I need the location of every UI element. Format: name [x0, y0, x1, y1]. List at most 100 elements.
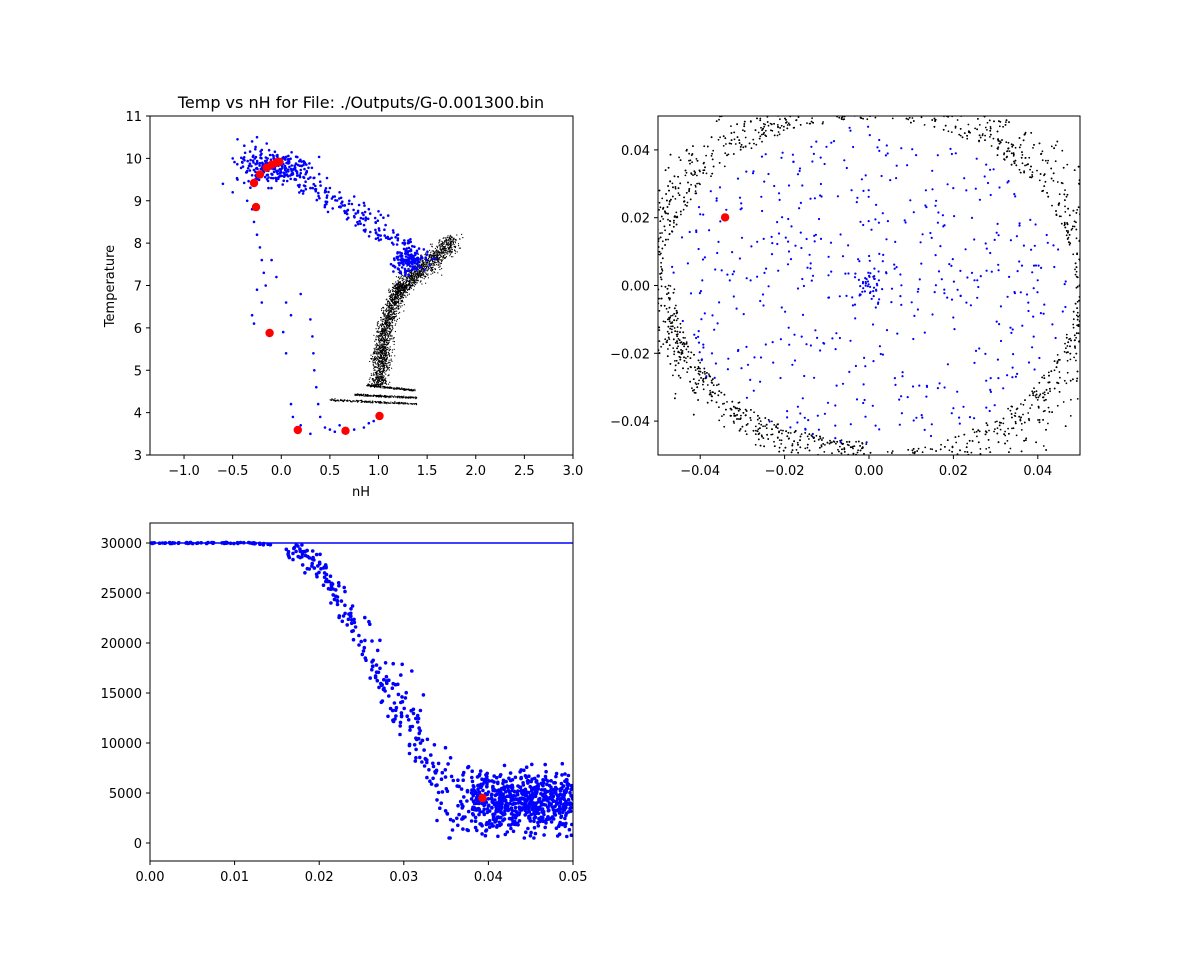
star-particle-point: [327, 190, 330, 194]
gas-particle-point: [388, 350, 390, 352]
gas-particle-point: [381, 395, 383, 397]
star-particle-point: [413, 245, 416, 248]
gas-particle-point: [390, 324, 392, 327]
gas-particle-point: [416, 277, 418, 279]
gas-particle-point: [377, 338, 379, 341]
gas-particle-point: [398, 292, 400, 294]
gas-particle-point: [389, 309, 391, 311]
outer-particle-point: [940, 443, 942, 446]
gas-particle-point: [403, 389, 405, 391]
gas-particle-point: [369, 377, 371, 379]
gas-particle-point: [399, 289, 401, 291]
outer-particle-point: [759, 420, 762, 422]
gas-particle-point: [421, 261, 423, 263]
gas-particle-point: [381, 333, 383, 335]
gas-particle-point: [411, 403, 414, 405]
gas-particle-point: [402, 292, 404, 294]
star-particle-point: [409, 265, 412, 268]
gas-particle-point: [427, 269, 429, 271]
gas-particle-point: [388, 359, 390, 361]
gas-particle-point: [381, 320, 383, 322]
star-particle-point: [377, 227, 381, 230]
star-particle-point: [354, 224, 357, 227]
outer-particle-point: [680, 213, 682, 216]
gas-particle-point: [378, 326, 380, 328]
gas-particle-point: [390, 387, 392, 389]
gas-particle-point: [413, 289, 415, 291]
gas-particle-point: [410, 287, 413, 289]
gas-particle-point: [454, 252, 456, 254]
outer-particle-point: [1072, 253, 1075, 256]
gas-particle-point: [388, 301, 390, 303]
gas-particle-point: [392, 396, 394, 398]
gas-particle-point: [425, 263, 427, 265]
gas-particle-point: [394, 284, 397, 286]
star-particle-point: [284, 167, 288, 170]
gas-particle-point: [421, 270, 423, 272]
gas-particle-point: [430, 256, 432, 258]
gas-particle-point: [395, 290, 398, 292]
gas-particle-point: [450, 243, 452, 245]
gas-particle-point: [389, 322, 391, 324]
gas-particle-point: [380, 354, 382, 356]
gas-particle-point: [401, 396, 403, 398]
outer-particle-point: [1008, 150, 1011, 153]
gas-particle-point: [441, 268, 443, 270]
outer-particle-point: [1013, 160, 1015, 163]
gas-particle-point: [410, 277, 412, 279]
gas-particle-point: [384, 362, 386, 364]
star-particle-point: [298, 191, 301, 194]
gas-particle-point: [374, 400, 376, 403]
gas-particle-point: [377, 379, 379, 381]
outer-particle-point: [782, 129, 785, 132]
gas-particle-point: [431, 255, 434, 257]
gas-particle-point: [398, 395, 400, 397]
outer-particle-point: [1068, 243, 1071, 246]
gas-particle-point: [413, 282, 415, 284]
gas-particle-point: [402, 280, 404, 282]
gas-particle-point: [392, 283, 394, 285]
gas-particle-point: [387, 369, 389, 371]
gas-particle-point: [381, 318, 383, 320]
outer-particle-point: [985, 448, 988, 450]
outer-particle-point: [694, 369, 697, 371]
gas-particle-point: [392, 388, 394, 390]
gas-particle-point: [439, 245, 441, 247]
outer-particle-point: [682, 336, 685, 339]
gas-particle-point: [401, 293, 403, 295]
gas-particle-point: [387, 316, 389, 318]
gas-particle-point: [402, 277, 404, 279]
gas-particle-point: [391, 351, 393, 353]
gas-particle-point: [389, 395, 391, 398]
gas-particle-point: [402, 296, 404, 299]
x-tick-label: 0.5: [320, 464, 341, 479]
star-particle-point: [361, 217, 365, 221]
gas-particle-point: [355, 394, 357, 396]
gas-particle-point: [378, 327, 381, 329]
tracked-particle-point: [249, 178, 259, 188]
gas-particle-point: [436, 264, 438, 266]
gas-particle-point: [439, 240, 441, 242]
gas-particle-point: [390, 330, 393, 332]
star-particle-point: [315, 198, 319, 202]
gas-particle-point: [391, 308, 393, 310]
gas-particle-point: [367, 394, 369, 396]
outer-particle-point: [874, 116, 877, 119]
gas-particle-point: [375, 378, 377, 380]
outer-particle-point: [1075, 359, 1077, 362]
gas-particle-point: [387, 367, 389, 370]
star-particle-point: [291, 168, 294, 172]
gas-particle-point: [388, 366, 390, 369]
gas-particle-point: [445, 240, 447, 242]
gas-particle-point: [389, 339, 391, 341]
gas-particle-point: [389, 311, 391, 313]
gas-particle-point: [400, 302, 402, 304]
star-particle-point: [252, 322, 256, 325]
gas-particle-point: [379, 355, 381, 357]
gas-particle-point: [384, 315, 386, 317]
gas-particle-point: [432, 263, 434, 265]
gas-particle-point: [379, 346, 381, 348]
gas-particle-point: [380, 319, 382, 321]
gas-particle-point: [394, 304, 397, 306]
gas-particle-point: [405, 402, 407, 404]
